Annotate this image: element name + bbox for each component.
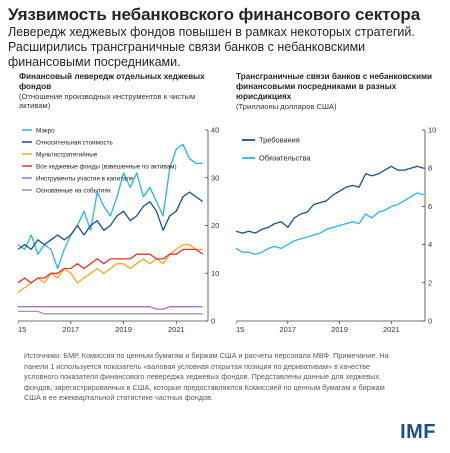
series-line-3 (18, 248, 204, 284)
legend-label: Обязательства (259, 153, 311, 162)
series-line-5 (18, 310, 203, 315)
panel-1-title: Финансовый левередж отдельных хеджевых ф… (19, 72, 205, 91)
panel-2-title: Трансграничные связи банков с небанковск… (236, 72, 433, 101)
page-subtitle: Левередж хеджевых фондов повышен в рамка… (8, 25, 415, 69)
x-tick-label: 2021 (168, 325, 185, 334)
x-tick-label: 2019 (331, 325, 348, 334)
legend-label: Все хеджевые фонды (взвешенные по актива… (36, 163, 177, 170)
series-line-1 (236, 192, 424, 255)
series-line-0 (236, 165, 424, 234)
x-tick-label: 2021 (383, 325, 400, 334)
panel-1-header: Финансовый левередж отдельных хеджевых ф… (19, 72, 214, 110)
y-tick-label: 2 (428, 278, 432, 287)
legend-label: Мультистратегийные (36, 150, 98, 158)
legend-label: Относительная стоимость (36, 139, 113, 146)
panel-2-header: Трансграничные связи банков с небанковск… (236, 72, 436, 111)
y-tick-label: 8 (428, 164, 432, 173)
x-tick-label: 2017 (279, 325, 296, 334)
y-tick-label: 4 (428, 240, 432, 249)
x-tick-label: 2019 (115, 325, 132, 334)
series-line-2 (18, 243, 203, 293)
page-title: Уязвимость небанковского финансового сек… (8, 5, 421, 24)
y-tick-label: 20 (211, 221, 219, 230)
y-tick-label: 40 (211, 126, 219, 135)
series-line-1 (18, 191, 204, 251)
panel-2-unit: (Триллионы долларов США) (236, 102, 337, 111)
y-tick-label: 0 (211, 317, 215, 326)
x-tick-label: 2015 (236, 325, 244, 334)
y-tick-label: 10 (211, 269, 219, 278)
source-notes: Источники: БМР, Комиссия по ценным бумаг… (24, 351, 389, 403)
y-tick-label: 0 (428, 317, 432, 326)
y-tick-label: 10 (428, 126, 436, 135)
legend-label: Инструменты участия в капитале (36, 175, 134, 182)
imf-logo: IMF (400, 421, 436, 443)
panel-2-chart: 0 2 4 6 8 10 2015 2017 2019 2021 Требования Обязате… (236, 126, 436, 334)
x-tick-label: 2017 (62, 325, 79, 334)
panel-1-unit: (Отношение производных инструментов к чи… (19, 92, 196, 110)
y-tick-label: 30 (211, 173, 219, 182)
y-tick-label: 6 (428, 202, 432, 211)
series-line-4 (18, 306, 203, 310)
legend-label: Требования (259, 135, 300, 144)
series-line-0 (18, 143, 203, 270)
x-tick-label: 2015 (18, 325, 26, 334)
legend-label: Макро (36, 127, 55, 134)
legend-label: Основанные на событиях (36, 186, 112, 194)
panel-1-chart: 0 10 20 30 40 2015 2017 2019 2021 Макро Относитель… (18, 126, 219, 334)
